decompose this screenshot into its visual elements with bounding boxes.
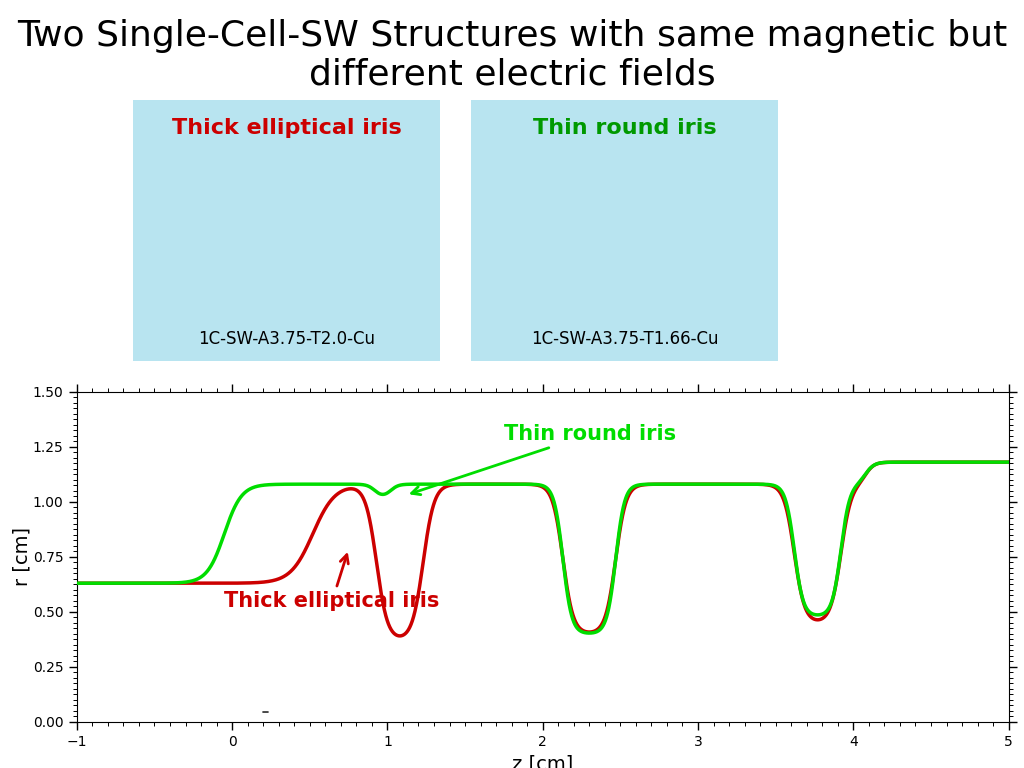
Text: 1C-SW-A3.75-T1.66-Cu: 1C-SW-A3.75-T1.66-Cu bbox=[530, 330, 719, 348]
X-axis label: z [cm]: z [cm] bbox=[512, 755, 573, 768]
Text: Thick elliptical iris: Thick elliptical iris bbox=[224, 554, 439, 611]
Text: Thin round iris: Thin round iris bbox=[412, 424, 676, 495]
Text: 1C-SW-A3.75-T2.0-Cu: 1C-SW-A3.75-T2.0-Cu bbox=[199, 330, 375, 348]
Y-axis label: r [cm]: r [cm] bbox=[12, 528, 32, 586]
Text: Thick elliptical iris: Thick elliptical iris bbox=[172, 118, 401, 138]
Text: Two Single-Cell-SW Structures with same magnetic but: Two Single-Cell-SW Structures with same … bbox=[16, 19, 1008, 53]
Text: Thin round iris: Thin round iris bbox=[532, 118, 717, 138]
Text: different electric fields: different electric fields bbox=[308, 58, 716, 91]
